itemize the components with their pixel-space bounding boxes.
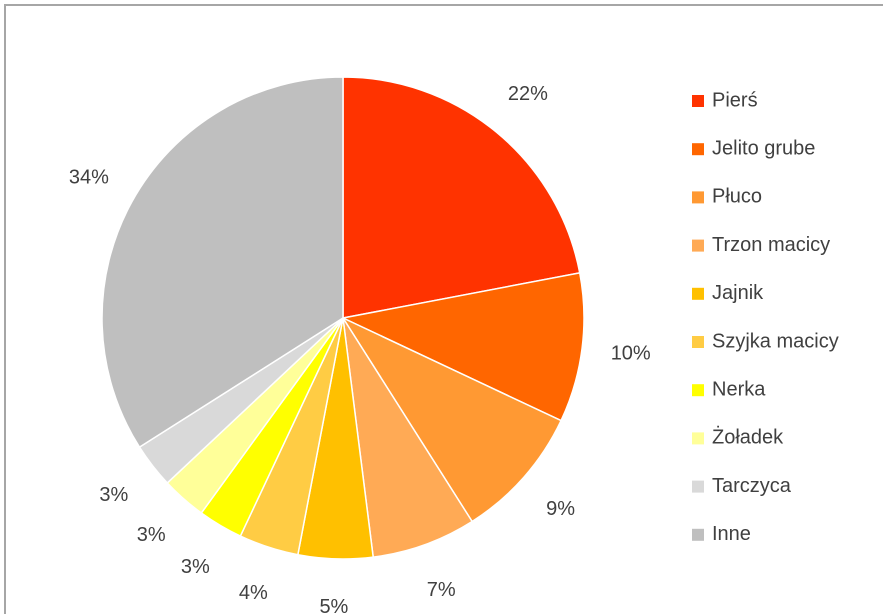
data-label: 22%: [508, 83, 548, 105]
pie-slice: [340, 271, 585, 422]
data-label: 34%: [69, 167, 109, 189]
legend-label: Tarczyca: [712, 475, 792, 497]
legend-swatch: [692, 336, 704, 348]
legend-swatch: [692, 480, 704, 493]
legend-swatch: [692, 384, 704, 397]
legend-label: Szyjka macicy: [712, 330, 839, 352]
legend-label: Nerka: [712, 378, 766, 400]
legend-label: Jajnik: [712, 282, 764, 304]
legend-label: Trzon macicy: [712, 234, 830, 256]
legend-label: Płuco: [712, 186, 762, 208]
legend-swatch: [692, 143, 704, 156]
legend-swatch: [692, 191, 704, 204]
pie-slice: [101, 76, 344, 449]
legend-label: Inne: [712, 523, 751, 545]
data-label: 7%: [427, 579, 456, 601]
legend-swatch: [692, 528, 704, 541]
pie-slice: [340, 316, 563, 523]
pie-slice: [342, 76, 581, 319]
data-label: 4%: [239, 582, 268, 604]
pie-slice: [342, 317, 474, 558]
data-label: 3%: [137, 524, 166, 546]
legend-swatch: [692, 287, 704, 300]
legend-label: Jelito grube: [712, 137, 815, 159]
legend-swatch: [692, 95, 704, 107]
data-label: 3%: [99, 484, 128, 506]
data-label: 10%: [611, 343, 651, 365]
legend-swatch: [692, 239, 704, 252]
data-label: 9%: [546, 498, 575, 520]
legend-label: Żoładek: [712, 426, 784, 449]
legend-label: Pierś: [712, 89, 758, 111]
data-label: 5%: [319, 596, 348, 614]
legend-swatch: [692, 432, 704, 445]
data-label: 3%: [181, 556, 210, 578]
